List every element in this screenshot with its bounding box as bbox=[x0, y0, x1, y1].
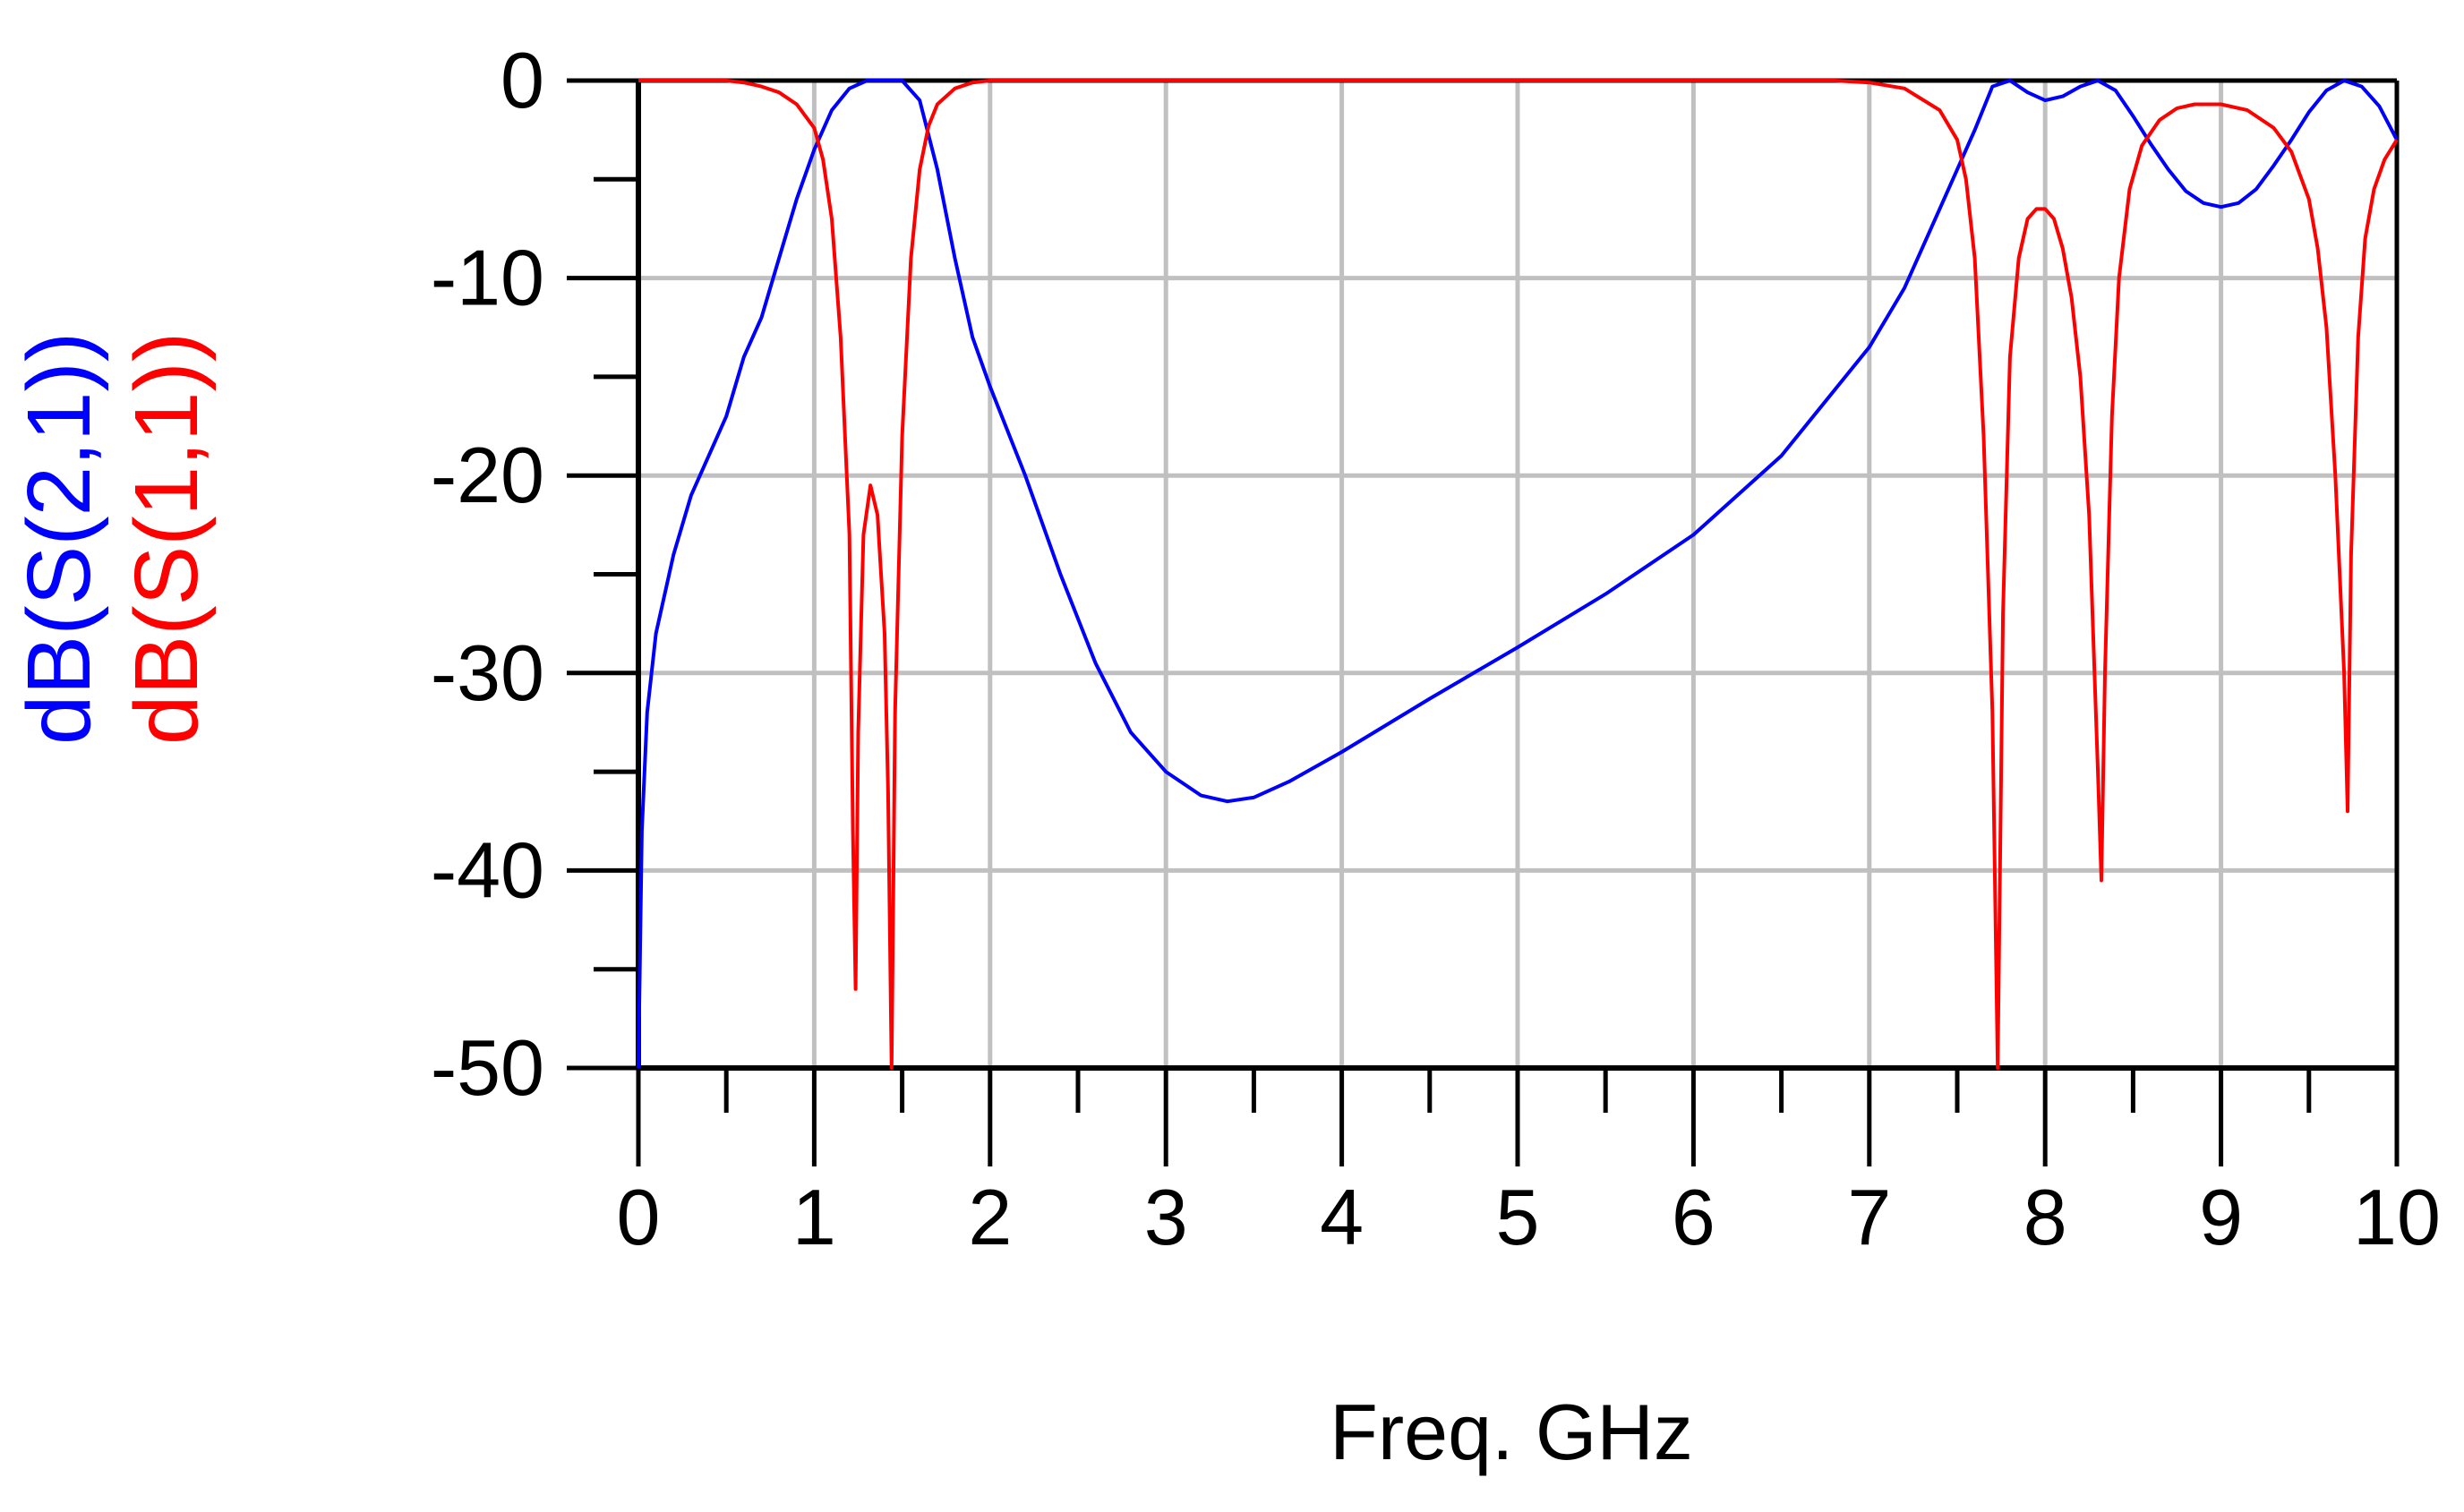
y-axis-title-part: dB(S(2,1)) bbox=[9, 332, 109, 745]
x-tick-label: 10 bbox=[2353, 1173, 2441, 1261]
y-tick-labels: 0 -10 -20 -30 -40 -50 bbox=[431, 36, 544, 1112]
x-tick-label: 1 bbox=[792, 1173, 836, 1261]
series-line bbox=[638, 79, 2399, 1070]
x-tick-label: 0 bbox=[617, 1173, 661, 1261]
x-tick-label: 2 bbox=[968, 1173, 1012, 1261]
series bbox=[637, 79, 2399, 1070]
x-tick-label: 4 bbox=[1320, 1173, 1364, 1261]
x-axis-title: Freq. GHz bbox=[1330, 1388, 1693, 1476]
y-tick-label: -40 bbox=[431, 825, 544, 914]
y-axis-title-part: dB(S(1,1)) bbox=[116, 332, 217, 745]
x-tick-label: 9 bbox=[2199, 1173, 2243, 1261]
tick-marks bbox=[567, 78, 2400, 1166]
x-tick-label: 7 bbox=[1847, 1173, 1891, 1261]
y-tick-label: -20 bbox=[431, 431, 544, 519]
y-axis-title: dB(S(2,1))dB(S(1,1)) bbox=[9, 332, 217, 745]
y-tick-label: 0 bbox=[500, 36, 544, 124]
x-tick-label: 8 bbox=[2023, 1173, 2067, 1261]
x-tick-label: 6 bbox=[1672, 1173, 1715, 1261]
grid bbox=[638, 81, 2397, 1068]
y-tick-label: -30 bbox=[431, 628, 544, 717]
x-tick-label: 5 bbox=[1496, 1173, 1540, 1261]
x-tick-labels: 0 1 2 3 4 5 6 7 8 9 10 bbox=[617, 1173, 2441, 1261]
y-tick-label: -10 bbox=[431, 234, 544, 322]
x-tick-label: 3 bbox=[1144, 1173, 1188, 1261]
series-line bbox=[637, 79, 2399, 1069]
y-tick-label: -50 bbox=[431, 1023, 544, 1112]
